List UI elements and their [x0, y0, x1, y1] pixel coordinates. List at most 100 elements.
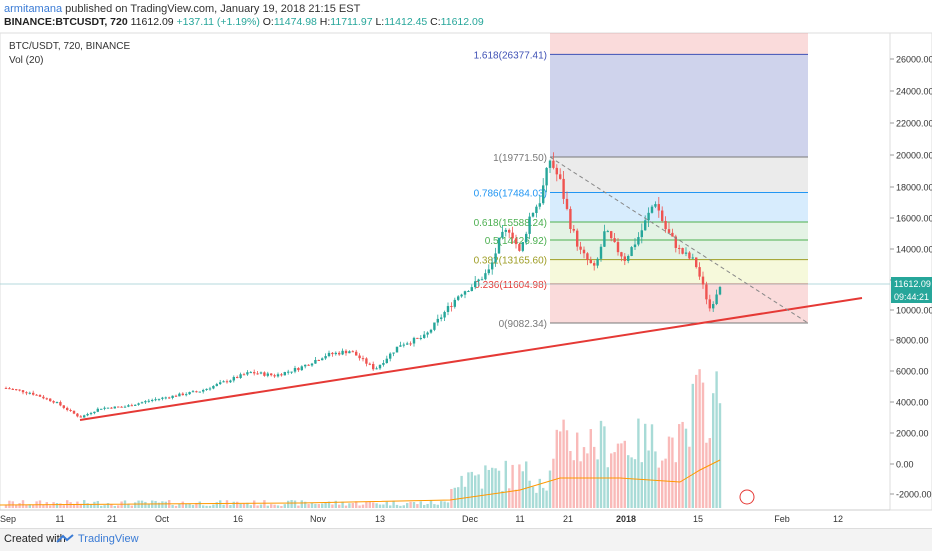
volume-bar — [348, 503, 351, 508]
candle-body — [259, 372, 263, 374]
candle-body — [661, 210, 664, 221]
volume-bar — [423, 504, 426, 508]
candle-body — [317, 359, 320, 361]
candle-body — [678, 247, 681, 249]
candle-body — [565, 198, 569, 209]
countdown-tag — [891, 290, 932, 303]
volume-bar — [69, 502, 72, 508]
volume-bar — [72, 503, 76, 508]
candle-body — [688, 252, 691, 259]
volume-bar — [412, 502, 416, 508]
candle-body — [266, 373, 269, 376]
volume-bar — [304, 501, 307, 508]
volume-bar — [440, 501, 443, 508]
volume-bar — [657, 467, 660, 508]
volume-bar — [429, 500, 433, 508]
volume-bar — [280, 505, 283, 508]
price-tick-label: 24000.00 — [896, 87, 932, 97]
open-value: 11474.98 — [273, 16, 317, 28]
volume-bar — [307, 504, 310, 508]
volume-bar — [491, 467, 494, 508]
volume-bar — [361, 504, 365, 508]
volume-bar — [538, 478, 541, 508]
candle-body — [242, 374, 246, 376]
volume-bar — [528, 480, 531, 508]
high-key: H: — [319, 16, 331, 28]
candle-body — [508, 229, 511, 233]
candle-body — [542, 185, 545, 204]
volume-bar — [508, 488, 511, 508]
candle-body — [171, 395, 174, 399]
tradingview-brand[interactable]: TradingView — [78, 533, 139, 545]
candle-body — [222, 381, 225, 383]
volume-bar — [616, 443, 620, 508]
price-change: +137.11 (+1.19%) — [176, 16, 260, 28]
price-tick-label: 14000.00 — [896, 245, 932, 255]
volume-bar — [470, 471, 473, 508]
candle-body — [4, 387, 8, 389]
candle-body — [215, 384, 218, 386]
publish-info: published on TradingView.com, January 19… — [62, 3, 361, 15]
candle-body — [164, 397, 167, 399]
volume-bar — [474, 475, 477, 508]
candle-body — [21, 390, 25, 393]
volume-bar — [229, 505, 232, 508]
candle-body — [467, 291, 470, 293]
candle-body — [144, 401, 147, 403]
candle-body — [378, 364, 382, 369]
countdown-text: 09:44:21 — [894, 292, 929, 302]
candle-body — [463, 291, 467, 295]
volume-bar — [212, 504, 215, 508]
support-trendline — [79, 297, 863, 421]
ohlc-header: BINANCE:BTCUSDT, 720 11612.09 +137.11 (+… — [4, 16, 484, 28]
candle-body — [300, 366, 303, 371]
candle-body — [657, 204, 660, 211]
volume-bar — [497, 470, 501, 508]
volume-bar — [62, 505, 65, 508]
volume-bar — [565, 430, 569, 508]
candle-body — [307, 364, 310, 366]
candle-body — [497, 237, 501, 254]
candle-body — [416, 337, 419, 339]
volume-bar — [372, 502, 375, 508]
volume-bar — [395, 504, 399, 508]
volume-bar — [338, 504, 341, 508]
close-key: C: — [430, 16, 441, 28]
volume-bar — [667, 436, 671, 508]
price-tick-label: 4000.00 — [896, 398, 929, 408]
volume-bar — [637, 418, 640, 508]
candle-body — [712, 304, 715, 309]
candle-body — [38, 394, 42, 397]
candle-body — [579, 246, 582, 250]
candle-body — [569, 208, 572, 230]
candle-body — [433, 322, 436, 330]
volume-bar — [446, 502, 450, 508]
chart-canvas[interactable]: 1.618(26377.41) 1(19771.50) 0.786(17484.03… — [0, 0, 932, 528]
candle-body — [161, 397, 164, 399]
fib-level-label: 1.618(26377.41) — [474, 50, 547, 61]
volume-bar — [178, 503, 181, 508]
volume-bar — [555, 429, 558, 508]
candle-body — [35, 394, 38, 396]
candle-body — [552, 160, 555, 168]
candle-body — [348, 351, 351, 354]
volume-bar — [263, 500, 266, 508]
volume-bar — [215, 502, 218, 508]
candle-body — [188, 392, 191, 395]
candle-body — [178, 393, 181, 397]
candle-body — [423, 334, 426, 338]
candle-body — [290, 371, 293, 373]
candle-body — [72, 410, 76, 414]
candle-body — [419, 337, 422, 339]
volume-legend[interactable]: Vol (20) — [9, 55, 44, 66]
candle-body — [382, 363, 385, 365]
volume-bar — [219, 500, 222, 508]
candle-body — [406, 343, 409, 345]
candle-body — [589, 259, 592, 264]
volume-bar — [542, 487, 545, 508]
series-legend[interactable]: BTC/USDT, 720, BINANCE — [9, 41, 131, 52]
candle-body — [698, 267, 701, 277]
volume-bar — [708, 438, 711, 508]
author-link[interactable]: armitamana — [4, 3, 63, 15]
volume-bar — [25, 504, 28, 508]
